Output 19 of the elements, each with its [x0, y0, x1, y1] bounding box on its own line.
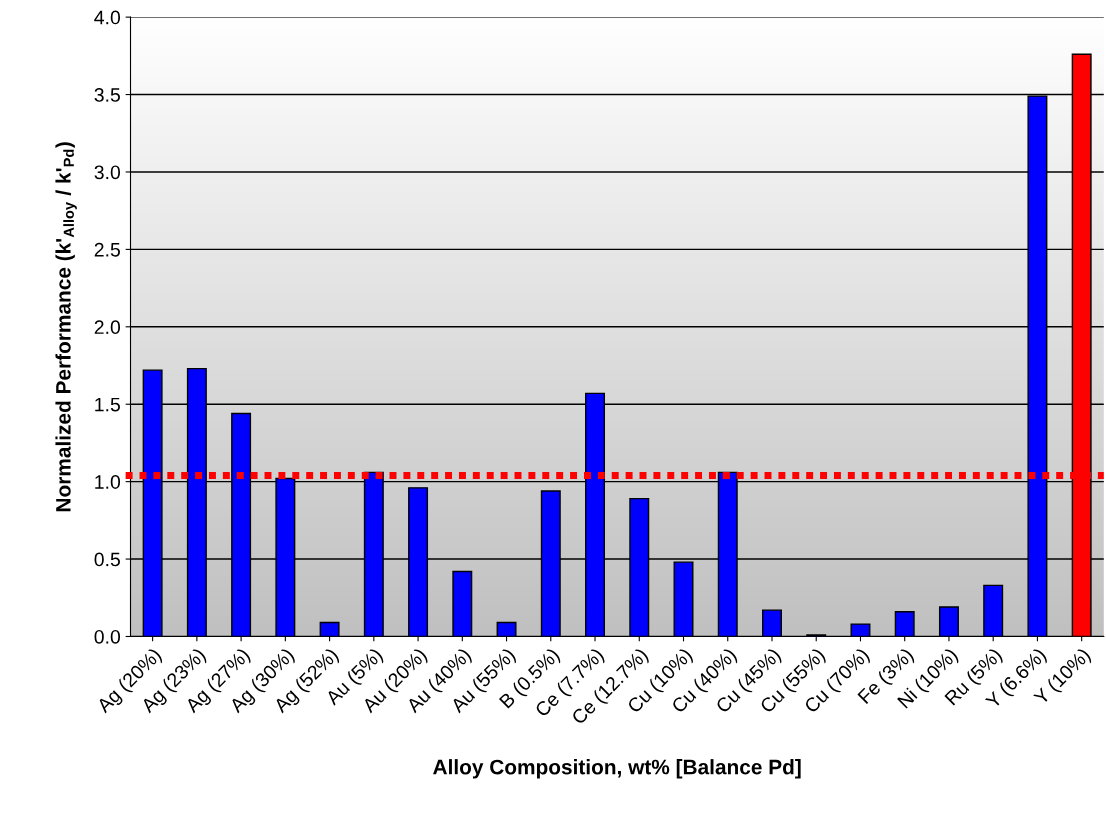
y-tick-label: 1.5: [95, 397, 120, 412]
x-axis-title: Alloy Composition, wt% [Balance Pd]: [433, 759, 801, 779]
y-tick-label: 0.5: [94, 552, 120, 567]
y-tick-label: 2.5: [94, 242, 120, 257]
y-tick-label: 3.5: [94, 88, 120, 102]
bar: [938, 606, 959, 637]
y-tick-label: 2.0: [94, 320, 121, 335]
y-tick-label: 4.0: [94, 10, 121, 25]
bar: [452, 570, 473, 637]
bar: [850, 623, 871, 637]
bar: [319, 621, 340, 637]
y-axis-title: Normalized Performance (k'$_{Alloy}$ / k'$_{Pd}$): [55, 142, 77, 512]
bar: [894, 611, 915, 637]
y-tick-label: 1.0: [95, 475, 121, 489]
y-tick-label: 3.0: [94, 165, 121, 180]
bar: [762, 609, 782, 637]
y-tick-label: 0.0: [94, 629, 121, 644]
bar: [983, 584, 1004, 637]
bar: [496, 621, 517, 637]
